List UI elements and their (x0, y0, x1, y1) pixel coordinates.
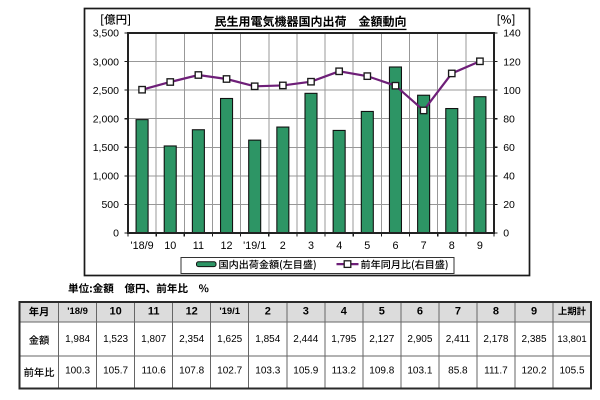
svg-text:7: 7 (421, 240, 427, 252)
svg-text:2,500: 2,500 (93, 85, 119, 97)
svg-text:2,905: 2,905 (407, 334, 432, 345)
svg-text:9: 9 (477, 240, 483, 252)
svg-text:5: 5 (379, 305, 385, 317)
svg-text:'18/9: '18/9 (131, 240, 154, 252)
svg-text:2,385: 2,385 (521, 334, 546, 345)
svg-text:80: 80 (503, 113, 515, 125)
svg-text:109.8: 109.8 (369, 366, 394, 377)
svg-text:3,000: 3,000 (93, 56, 119, 68)
svg-text:2,178: 2,178 (483, 334, 508, 345)
svg-text:1,523: 1,523 (103, 334, 128, 345)
svg-text:6: 6 (392, 240, 398, 252)
svg-text:8: 8 (449, 240, 455, 252)
svg-text:2,000: 2,000 (93, 113, 119, 125)
svg-text:1,000: 1,000 (93, 171, 119, 183)
svg-text:12: 12 (186, 305, 198, 317)
svg-text:10: 10 (164, 240, 176, 252)
svg-text:100.3: 100.3 (65, 366, 90, 377)
svg-text:40: 40 (503, 171, 515, 183)
svg-text:107.8: 107.8 (179, 366, 204, 377)
svg-text:0: 0 (503, 228, 509, 240)
svg-text:13,801: 13,801 (557, 334, 586, 345)
svg-text:20: 20 (503, 199, 515, 211)
svg-text:113.2: 113.2 (332, 366, 357, 377)
svg-text:85.8: 85.8 (448, 366, 468, 377)
svg-text:6: 6 (417, 305, 423, 317)
svg-text:5: 5 (364, 240, 370, 252)
svg-text:1,625: 1,625 (217, 334, 242, 345)
svg-text:2,127: 2,127 (369, 334, 394, 345)
svg-text:2,444: 2,444 (293, 334, 318, 345)
svg-text:500: 500 (101, 199, 119, 211)
svg-text:103.3: 103.3 (255, 366, 280, 377)
svg-text:111.7: 111.7 (484, 366, 508, 377)
svg-text:105.9: 105.9 (293, 366, 318, 377)
svg-text:11: 11 (193, 240, 204, 252)
svg-text:9: 9 (531, 305, 537, 317)
svg-text:120.2: 120.2 (521, 366, 546, 377)
svg-text:1,984: 1,984 (65, 334, 90, 345)
svg-text:105.5: 105.5 (559, 365, 584, 376)
svg-text:1,807: 1,807 (141, 334, 166, 345)
svg-text:'19/1: '19/1 (243, 240, 266, 252)
svg-text:3: 3 (303, 305, 309, 317)
svg-text:4: 4 (341, 305, 348, 317)
svg-text:2,411: 2,411 (446, 334, 471, 345)
svg-text:140: 140 (503, 28, 521, 40)
svg-text:105.7: 105.7 (103, 366, 128, 377)
svg-text:2: 2 (265, 305, 271, 317)
svg-text:103.1: 103.1 (407, 366, 432, 377)
svg-text:110.6: 110.6 (142, 366, 167, 377)
svg-text:10: 10 (109, 305, 121, 317)
svg-text:2,354: 2,354 (179, 334, 204, 345)
svg-text:1,854: 1,854 (255, 334, 280, 345)
svg-text:3: 3 (308, 240, 314, 252)
svg-text:120: 120 (503, 56, 521, 68)
svg-text:1,795: 1,795 (331, 334, 356, 345)
svg-text:1,500: 1,500 (93, 142, 119, 154)
svg-text:11: 11 (148, 305, 160, 317)
svg-text:12: 12 (220, 240, 232, 252)
svg-text:7: 7 (455, 305, 461, 317)
svg-text:102.7: 102.7 (217, 366, 242, 377)
svg-text:100: 100 (503, 85, 521, 97)
svg-text:8: 8 (493, 305, 499, 317)
svg-text:4: 4 (336, 240, 342, 252)
svg-text:0: 0 (113, 228, 119, 240)
svg-text:2: 2 (280, 240, 286, 252)
svg-text:60: 60 (503, 142, 515, 154)
svg-text:'19/1: '19/1 (219, 306, 240, 317)
svg-text:'18/9: '18/9 (67, 306, 88, 317)
svg-text:3,500: 3,500 (93, 28, 119, 40)
